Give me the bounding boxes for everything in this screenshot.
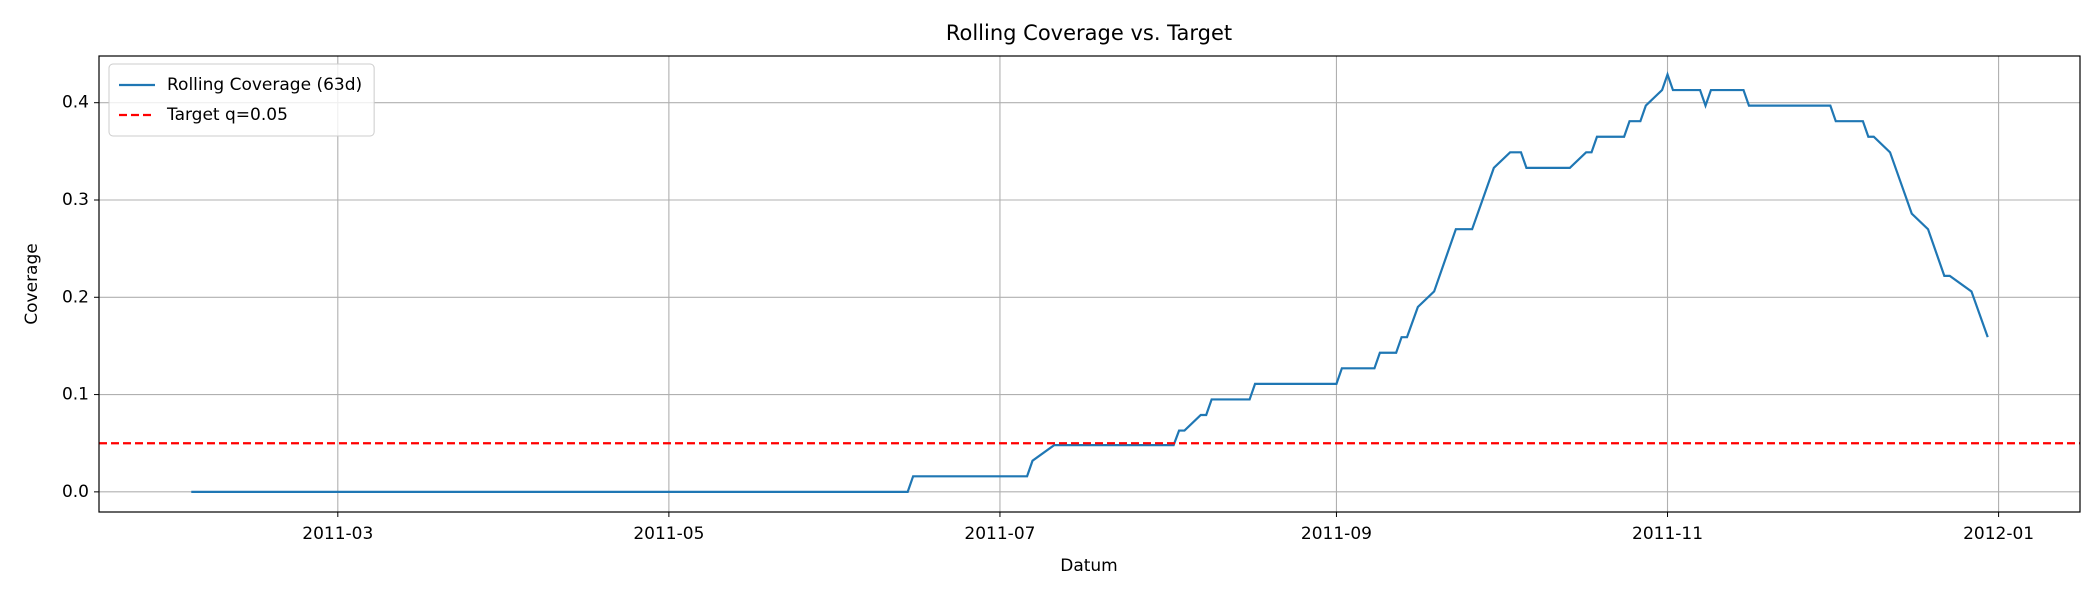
x-tick-label: 2011-05 — [633, 524, 704, 544]
x-tick-label: 2011-09 — [1301, 524, 1372, 544]
data-line — [191, 71, 1989, 493]
x-axis-label: Datum — [1060, 556, 1118, 576]
legend: Rolling Coverage (63d) Target q=0.05 — [108, 63, 375, 137]
plot-frame — [98, 55, 2081, 513]
y-tick-label: 0.3 — [62, 190, 89, 210]
x-tick-label: 2011-07 — [964, 524, 1035, 544]
legend-label: Target q=0.05 — [166, 105, 288, 125]
chart-title: Rolling Coverage vs. Target — [946, 21, 1232, 45]
legend-label: Rolling Coverage (63d) — [167, 75, 362, 95]
y-tick-label: 0.2 — [62, 287, 89, 307]
legend-box — [108, 63, 375, 137]
y-tick-label: 0.1 — [62, 385, 89, 405]
x-tick-label: 2011-03 — [302, 524, 373, 544]
y-axis-label: Coverage — [22, 243, 42, 324]
x-tick-label: 2011-11 — [1632, 524, 1703, 544]
y-tick-label: 0.0 — [62, 482, 89, 502]
x-tick-label: 2012-01 — [1963, 524, 2034, 544]
y-tick-label: 0.4 — [62, 93, 89, 113]
